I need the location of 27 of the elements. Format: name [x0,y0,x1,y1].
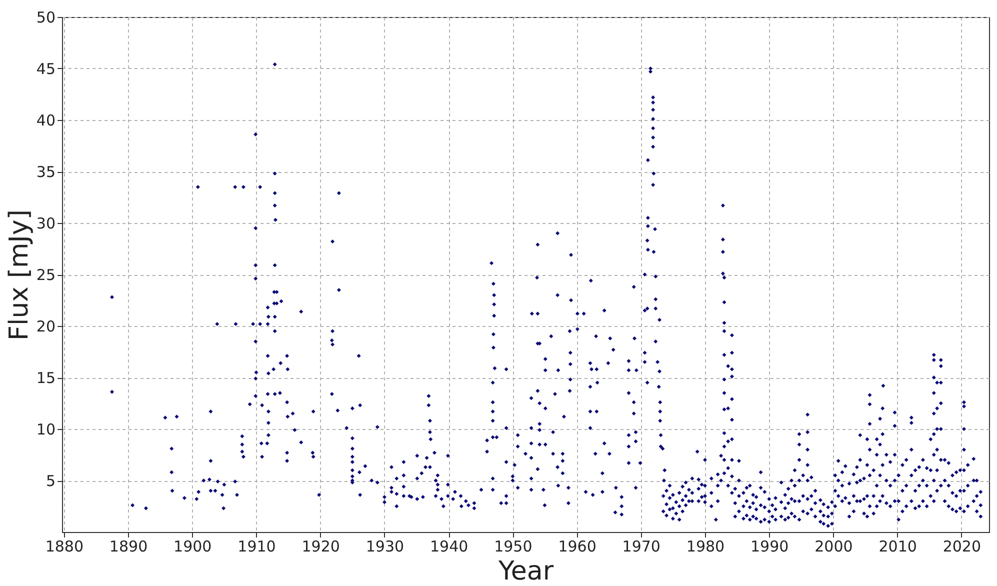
x-axis-title: Year [497,556,554,586]
y-axis-title: Flux [mJy] [4,210,34,340]
y-tick-label: 15 [36,369,56,387]
y-tick-label: 45 [36,60,56,78]
x-tick-label: 1970 [622,538,660,556]
x-tick-label: 2000 [814,538,853,556]
x-tick-label: 1880 [45,538,84,556]
x-tick-label: 1990 [750,538,789,556]
x-tick-label: 1900 [174,538,212,556]
y-tick-label: 40 [36,112,56,130]
x-tick-label: 1910 [238,538,276,556]
x-tick-label: 1930 [366,538,404,556]
x-tick-label: 1980 [686,538,725,556]
y-tick-label: 30 [36,214,56,232]
x-tick-label: 1950 [494,538,532,556]
y-tick-label: 35 [36,163,56,181]
y-tick-label: 20 [36,318,56,336]
x-tick-label: 1920 [302,538,340,556]
y-tick-label: 50 [36,8,56,26]
x-tick-label: 1960 [558,538,596,556]
y-tick-label: 5 [46,472,56,490]
x-tick-label: 2010 [878,538,917,556]
y-tick-label: 25 [36,266,56,284]
x-tick-label: 2020 [942,538,982,556]
x-tick-label: 1940 [430,538,468,556]
y-tick-label: 10 [36,420,56,438]
x-tick-label: 1890 [109,538,148,556]
